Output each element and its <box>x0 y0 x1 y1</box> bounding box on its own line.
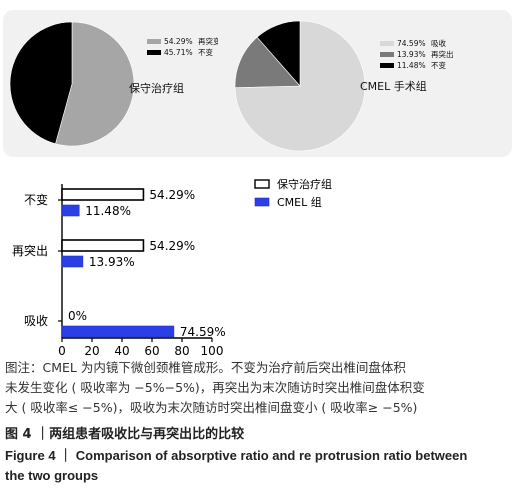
legend-percent: 11.48% <box>397 61 426 70</box>
legend-swatch <box>147 50 161 55</box>
figure-title-en-line: Figure 4 ｜ Comparison of absorptive rati… <box>5 448 468 463</box>
bar <box>61 188 145 201</box>
figure-note: 图注：CMEL 为内镜下微创颈椎管成形。不变为治疗前后突出椎间盘体积 未发生变化… <box>5 358 505 418</box>
note-line: 图注：CMEL 为内镜下微创颈椎管成形。不变为治疗前后突出椎间盘体积 <box>5 360 406 375</box>
pie-panel-conservative: 54.29% 再突变 45.71% 不变 保守治疗组 <box>3 10 249 157</box>
bar-value-label: 74.59% <box>180 325 226 339</box>
pie-legend-conservative: 54.29% 再突变 45.71% 不变 <box>147 36 221 58</box>
legend-entry: 74.59% 吸收 <box>380 38 454 49</box>
legend-label: 再突变 <box>198 37 221 46</box>
legend-swatch <box>254 197 270 207</box>
bar-value-label: 11.48% <box>85 204 131 218</box>
legend-label: 保守治疗组 <box>277 177 332 191</box>
pie-slice <box>9 21 73 145</box>
bar <box>61 204 80 217</box>
x-tick-label: 100 <box>201 344 224 358</box>
bar-value-label: 54.29% <box>149 239 195 253</box>
bar-chart: 0 20 40 60 80 100 不变 54.29% 11.48% 再突出 54.29% 13.93… <box>12 177 332 358</box>
pie-chart-conservative <box>9 21 135 147</box>
legend-label: 不变 <box>198 48 213 57</box>
x-tick-label: 20 <box>84 344 99 358</box>
bar-value-label: 13.93% <box>89 255 135 269</box>
legend-label: 吸收 <box>431 39 446 48</box>
legend-entry: 45.71% 不变 <box>147 47 221 58</box>
pie-slice <box>234 20 366 152</box>
pie-group-label: CMEL 手术组 <box>360 80 427 93</box>
pie-slice <box>234 36 301 88</box>
bar <box>61 325 175 338</box>
y-category-label: 吸收 <box>24 314 48 328</box>
y-category-label: 不变 <box>24 192 48 207</box>
legend-swatch <box>380 63 394 68</box>
legend-percent: 13.93% <box>397 50 426 59</box>
legend-label: CMEL 组 <box>277 195 322 209</box>
legend-entry: 11.48% 不变 <box>380 60 454 71</box>
figure-title-en-line: the two groups <box>5 468 99 483</box>
legend-percent: 74.59% <box>397 39 426 48</box>
legend-swatch <box>147 39 161 44</box>
bar <box>61 255 84 268</box>
x-tick-label: 80 <box>174 344 189 358</box>
note-line: 大 ( 吸收率≤ −5%)，吸收为末次随访时突出椎间盘变小 ( 吸收率≥ −5%… <box>5 400 418 415</box>
bar-value-label: 0% <box>68 309 87 323</box>
legend-swatch <box>254 179 270 189</box>
bar <box>61 239 145 252</box>
pie-slice <box>256 20 301 87</box>
pie-chart-cmel <box>234 20 366 152</box>
legend-percent: 54.29% <box>164 37 193 46</box>
x-tick-label: 60 <box>144 344 159 358</box>
x-tick-label: 0 <box>58 344 66 358</box>
legend-swatch <box>380 41 394 46</box>
pie-legend-cmel: 74.59% 吸收 13.93% 再突出 11.48% 不变 <box>380 38 454 71</box>
pie-panel-cmel: 74.59% 吸收 13.93% 再突出 11.48% 不变 CMEL 手术组 <box>218 10 512 157</box>
pie-group-label: 保守治疗组 <box>129 82 184 95</box>
note-line: 未发生变化 ( 吸收率为 −5%−5%)，再突出为末次随访时突出椎间盘体积变 <box>5 380 425 395</box>
legend-percent: 45.71% <box>164 48 193 57</box>
y-category-label: 再突出 <box>12 243 48 258</box>
figure-title-en: Figure 4 ｜ Comparison of absorptive rati… <box>5 446 505 486</box>
legend-label: 再突出 <box>431 50 454 59</box>
legend-swatch <box>380 52 394 57</box>
x-tick-label: 40 <box>114 344 129 358</box>
figure-title-cn: 图 4 ｜两组患者吸收比与再突出比的比较 <box>5 427 245 442</box>
legend-entry: 13.93% 再突出 <box>380 49 454 60</box>
pie-slice <box>55 21 135 147</box>
legend-label: 不变 <box>431 61 446 70</box>
legend-entry: 54.29% 再突变 <box>147 36 221 47</box>
bar-value-label: 54.29% <box>149 188 195 202</box>
